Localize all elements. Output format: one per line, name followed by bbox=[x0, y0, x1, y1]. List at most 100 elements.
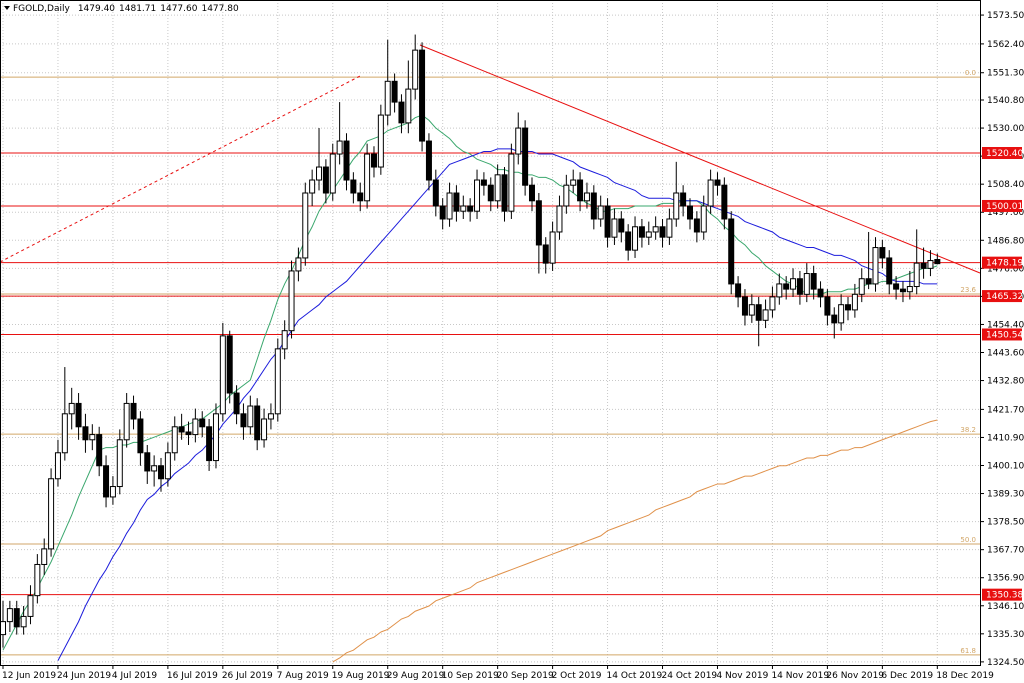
candle-body bbox=[549, 231, 556, 264]
candle-body bbox=[700, 205, 707, 233]
candle-body bbox=[934, 259, 941, 265]
candle-body bbox=[522, 127, 529, 186]
candle-body bbox=[322, 166, 329, 194]
candle-body bbox=[281, 330, 288, 350]
x-tick-label: 24 Oct 2019 bbox=[662, 671, 718, 681]
candle-body bbox=[535, 200, 542, 246]
candle-body bbox=[274, 348, 281, 415]
candle-body bbox=[474, 179, 481, 212]
candle-body bbox=[212, 413, 219, 462]
x-tick-label: 19 Aug 2019 bbox=[332, 671, 390, 681]
candle-body bbox=[618, 218, 625, 233]
candle-body bbox=[240, 413, 247, 428]
candle-body bbox=[735, 283, 742, 298]
candle-body bbox=[872, 247, 879, 285]
price-level-label: 1520.40 bbox=[986, 149, 1023, 159]
candle-body bbox=[831, 314, 838, 324]
candle-body bbox=[776, 283, 783, 298]
header-low: 1477.60 bbox=[160, 4, 197, 14]
y-tick-label: 1421.70 bbox=[987, 405, 1024, 415]
moving-average bbox=[2, 114, 938, 651]
x-tick-label: 4 Nov 2019 bbox=[716, 671, 768, 681]
price-level-tag bbox=[982, 328, 1022, 341]
fib-label: 0.0 bbox=[965, 69, 976, 77]
candle-body bbox=[707, 179, 714, 207]
candle-body bbox=[604, 205, 611, 238]
y-tick-label: 1335.30 bbox=[987, 630, 1024, 640]
candle-body bbox=[171, 426, 178, 454]
candle-body bbox=[75, 402, 82, 428]
candle-body bbox=[343, 140, 350, 181]
candle-body bbox=[364, 153, 371, 202]
candle-body bbox=[611, 218, 618, 238]
candle-body bbox=[577, 179, 584, 202]
header-close: 1477.80 bbox=[201, 4, 238, 14]
candle-body bbox=[199, 418, 206, 428]
candle-body bbox=[247, 405, 254, 428]
candle-body bbox=[501, 174, 508, 212]
header: FGOLD,Daily 1479.40 1481.71 1477.60 1477.80 bbox=[13, 4, 239, 14]
candle-body bbox=[178, 426, 185, 433]
candle-body bbox=[116, 439, 123, 488]
candle-body bbox=[405, 88, 412, 124]
candle-body bbox=[865, 278, 872, 285]
candle-body bbox=[446, 192, 453, 220]
candle-body bbox=[267, 413, 274, 420]
price-level-label: 1465.32 bbox=[986, 292, 1023, 302]
candle-body bbox=[783, 283, 790, 290]
candle-body bbox=[144, 452, 151, 472]
y-tick-label: 1410.90 bbox=[987, 433, 1024, 443]
y-tick-label: 1486.80 bbox=[987, 236, 1024, 246]
candle-body bbox=[158, 465, 165, 480]
x-tick-label: 2 Oct 2019 bbox=[552, 671, 602, 681]
candle-body bbox=[927, 260, 934, 269]
candle-body bbox=[467, 205, 474, 212]
x-tick-label: 14 Oct 2019 bbox=[607, 671, 663, 681]
y-tick-label: 1497.60 bbox=[987, 208, 1024, 218]
candle-body bbox=[27, 595, 34, 617]
x-tick-label: 6 Dec 2019 bbox=[881, 671, 933, 681]
price-level-tag bbox=[982, 256, 1022, 269]
candle-body bbox=[295, 257, 302, 272]
candle-body bbox=[769, 296, 776, 311]
y-tick-label: 1562.40 bbox=[987, 40, 1024, 50]
candle-body bbox=[288, 270, 295, 332]
candle-body bbox=[528, 184, 535, 202]
candle-body bbox=[515, 127, 522, 155]
candle-body bbox=[583, 192, 590, 202]
candle-body bbox=[810, 273, 817, 290]
candle-body bbox=[845, 304, 852, 311]
price-level-label: 1450.54 bbox=[986, 330, 1023, 340]
y-tick-label: 1400.10 bbox=[987, 462, 1024, 472]
price-level-label: 1478.19 bbox=[986, 259, 1023, 269]
candle-body bbox=[61, 413, 68, 454]
x-tick-label: 4 Jul 2019 bbox=[112, 671, 157, 681]
candle-body bbox=[666, 218, 673, 238]
candle-body bbox=[336, 140, 343, 155]
y-tick-label: 1540.80 bbox=[987, 96, 1024, 106]
indicators bbox=[2, 114, 938, 663]
candle-body bbox=[137, 418, 144, 454]
y-tick-label: 1530.00 bbox=[987, 124, 1024, 134]
candle-body bbox=[879, 247, 886, 259]
trend-line bbox=[419, 44, 981, 274]
candle-body bbox=[893, 283, 900, 290]
candle-body bbox=[103, 465, 110, 498]
y-tick-label: 1346.10 bbox=[987, 602, 1024, 612]
candle-body bbox=[556, 205, 563, 233]
y-tick-label: 1476.00 bbox=[987, 264, 1024, 274]
candle-body bbox=[480, 179, 487, 186]
candle-body bbox=[851, 293, 858, 311]
candle-body bbox=[54, 452, 61, 480]
y-tick-label: 1324.50 bbox=[987, 658, 1024, 668]
candle-body bbox=[508, 153, 515, 212]
candle-body bbox=[494, 174, 501, 202]
candles bbox=[0, 34, 941, 648]
candle-body bbox=[432, 179, 439, 207]
candle-body bbox=[82, 426, 89, 441]
moving-average bbox=[57, 148, 938, 661]
price-level-label: 1500.01 bbox=[986, 202, 1023, 212]
candle-body bbox=[13, 608, 20, 628]
